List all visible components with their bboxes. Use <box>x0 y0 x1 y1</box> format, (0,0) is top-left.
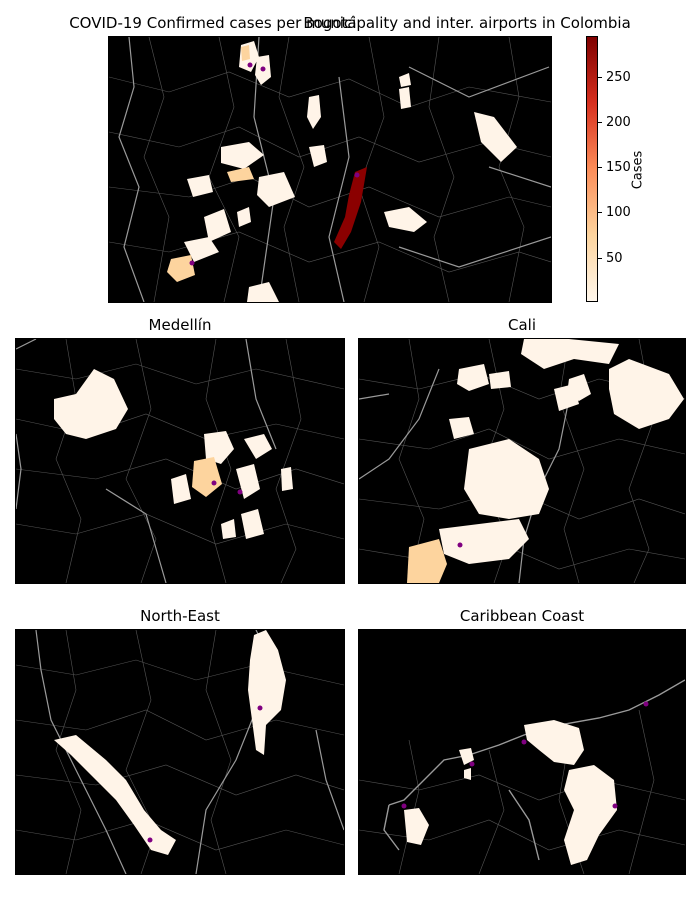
panel-title-caribbean: Caribbean Coast <box>459 607 585 625</box>
panel-title-bogota: Bogotá <box>303 14 357 32</box>
map-northeast <box>15 629 345 875</box>
colorbar-tick-label: 100 <box>606 205 631 221</box>
map-bogota <box>108 36 552 303</box>
colorbar-tick-label: 50 <box>606 250 623 266</box>
colorbar-tick <box>598 121 602 123</box>
figure-title: COVID-19 Confirmed cases per municipalit… <box>69 14 631 32</box>
panel-title-northeast: North-East <box>140 607 220 625</box>
colorbar-label: Cases <box>630 150 646 190</box>
colorbar-tick <box>598 167 602 169</box>
colorbar-tick-label: 200 <box>606 114 631 130</box>
colorbar-tick-label: 250 <box>606 69 631 85</box>
colorbar-tick <box>598 212 602 214</box>
panel-title-cali: Cali <box>507 316 536 334</box>
panel-title-medellin: Medellín <box>148 316 212 334</box>
map-caribbean <box>358 629 686 875</box>
map-medellin <box>15 338 345 584</box>
colorbar <box>586 36 598 302</box>
map-cali <box>358 338 686 584</box>
colorbar-tick <box>598 257 602 259</box>
colorbar-tick-label: 150 <box>606 160 631 176</box>
colorbar-tick <box>598 76 602 78</box>
